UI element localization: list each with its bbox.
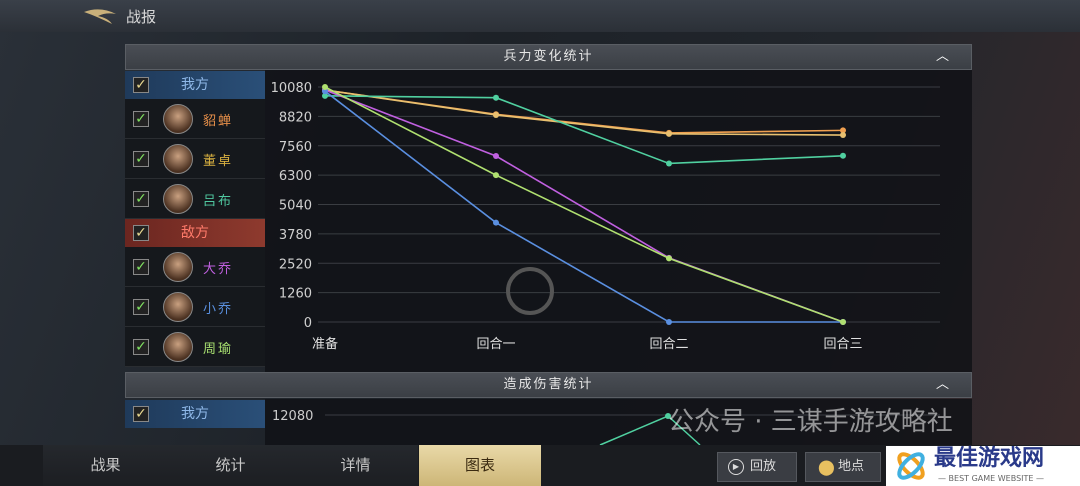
tab-stats[interactable]: 统计: [168, 445, 293, 486]
troop-panel-title: 兵力变化统计: [503, 49, 594, 64]
hero-name: 周瑜: [203, 342, 234, 357]
data-point-大乔: [493, 153, 499, 160]
avatar: [163, 104, 193, 134]
damage-ytick: 12080: [272, 409, 313, 424]
hero-checkbox[interactable]: ✓: [133, 299, 149, 315]
tab-details[interactable]: 详情: [293, 445, 418, 486]
hero-checkbox[interactable]: ✓: [133, 259, 149, 275]
hero-checkbox[interactable]: ✓: [133, 111, 149, 127]
data-point-吕布: [840, 152, 846, 159]
troop-line-chart: 0 1260 2520 3780 5040 6300 7560 8820 10080 准备 回合一 回…: [271, 81, 940, 352]
hero-row[interactable]: ✓ 周瑜: [125, 327, 265, 367]
damage-panel-header[interactable]: 造成伤害统计 ︿: [125, 372, 972, 398]
hero-name: 董卓: [203, 154, 234, 169]
replay-button[interactable]: ▶ 回放: [717, 452, 797, 482]
data-point-周瑜: [493, 172, 499, 179]
my-team-label: 我方: [181, 77, 209, 93]
tab-chart[interactable]: 图表: [419, 445, 541, 486]
avatar: [163, 184, 193, 214]
series-line-小乔: [324, 90, 843, 323]
hero-row[interactable]: ✓ 董卓: [125, 139, 265, 179]
hero-name: 貂蝉: [203, 114, 234, 129]
hero-row[interactable]: ✓ 吕布: [125, 179, 265, 219]
play-icon: ▶: [728, 459, 744, 475]
y-tick-label: 0: [304, 316, 312, 331]
hero-checkbox[interactable]: ✓: [133, 191, 149, 207]
location-button[interactable]: ⬤ 地点: [805, 452, 881, 482]
enemy-team-label: 敌方: [181, 225, 209, 241]
hero-row[interactable]: ✓ 大乔: [125, 247, 265, 287]
avatar: [163, 252, 193, 282]
page-title: 战报: [126, 8, 157, 26]
avatar: [163, 292, 193, 322]
troop-panel-header[interactable]: 兵力变化统计 ︿: [125, 44, 972, 70]
data-point-吕布: [493, 94, 499, 101]
y-tick-label: 8820: [279, 110, 312, 125]
enemy-team-checkbox[interactable]: ✓: [133, 225, 149, 241]
y-tick-label: 5040: [279, 199, 312, 214]
enemy-team-header[interactable]: ✓ 敌方: [125, 219, 265, 247]
back-icon[interactable]: [82, 6, 118, 26]
logo-text: 最佳游戏网: [934, 446, 1045, 471]
my-team-checkbox[interactable]: ✓: [133, 406, 149, 422]
watermark: 公众号 · 三谋手游攻略社: [668, 407, 953, 437]
replay-label: 回放: [750, 459, 777, 474]
data-point-吕布: [666, 160, 672, 167]
data-point-小乔: [493, 219, 499, 226]
y-tick-label: 7560: [279, 140, 312, 155]
hero-name: 吕布: [203, 194, 234, 209]
my-team-label: 我方: [181, 406, 209, 422]
data-point-董卓: [493, 111, 499, 118]
series-line-董卓: [324, 89, 844, 136]
damage-panel-title: 造成伤害统计: [503, 377, 594, 392]
avatar: [163, 144, 193, 174]
series-line-周瑜: [324, 86, 844, 323]
y-tick-label: 3780: [279, 228, 312, 243]
data-point-董卓: [840, 132, 846, 139]
logo-knot-icon: [897, 452, 925, 480]
data-point-周瑜: [840, 319, 846, 325]
avatar: [163, 332, 193, 362]
data-point-吕布: [322, 92, 328, 99]
location-label: 地点: [838, 459, 865, 474]
hero-row[interactable]: ✓ 小乔: [125, 287, 265, 327]
x-tick-label: 准备: [312, 336, 338, 352]
hero-checkbox[interactable]: ✓: [133, 339, 149, 355]
hero-name: 大乔: [203, 262, 234, 277]
hero-filter-list: ✓ 我方 ✓ 貂蝉 ✓ 董卓 ✓ 吕布 ✓ 敌方 ✓ 大乔 ✓ 小乔 ✓ 周瑜: [125, 71, 265, 367]
y-tick-label: 2520: [279, 257, 312, 272]
hero-name: 小乔: [203, 302, 234, 317]
x-tick-label: 回合一: [476, 337, 515, 352]
damage-my-team-header[interactable]: ✓ 我方: [125, 400, 265, 428]
x-tick-label: 回合二: [649, 337, 688, 352]
y-tick-label: 1260: [279, 287, 312, 302]
tab-results[interactable]: 战果: [43, 445, 168, 486]
y-tick-label: 6300: [279, 169, 312, 184]
data-point-貂蝉: [840, 127, 846, 134]
data-point-周瑜: [322, 84, 328, 90]
my-team-header[interactable]: ✓ 我方: [125, 71, 265, 99]
y-tick-label: 10080: [271, 81, 312, 96]
series-line-吕布: [324, 95, 844, 165]
data-point-小乔: [666, 319, 672, 325]
site-logo: 最佳游戏网 — BEST GAME WEBSITE —: [886, 446, 1080, 486]
top-bar: 战报: [0, 0, 1080, 32]
location-pin-icon: ⬤: [818, 458, 835, 476]
data-point-董卓: [666, 130, 672, 137]
damage-point: [665, 413, 671, 419]
hero-checkbox[interactable]: ✓: [133, 151, 149, 167]
data-point-周瑜: [666, 255, 672, 262]
hero-row[interactable]: ✓ 貂蝉: [125, 99, 265, 139]
data-point-小乔: [322, 88, 328, 95]
x-tick-label: 回合三: [823, 337, 862, 352]
collapse-chevron-icon[interactable]: ︿: [935, 377, 951, 392]
collapse-chevron-icon[interactable]: ︿: [935, 49, 951, 64]
logo-subtext: — BEST GAME WEBSITE —: [938, 474, 1044, 483]
my-team-checkbox[interactable]: ✓: [133, 77, 149, 93]
damage-chart: 12080: [272, 409, 940, 446]
loading-ring-icon: [506, 267, 554, 315]
